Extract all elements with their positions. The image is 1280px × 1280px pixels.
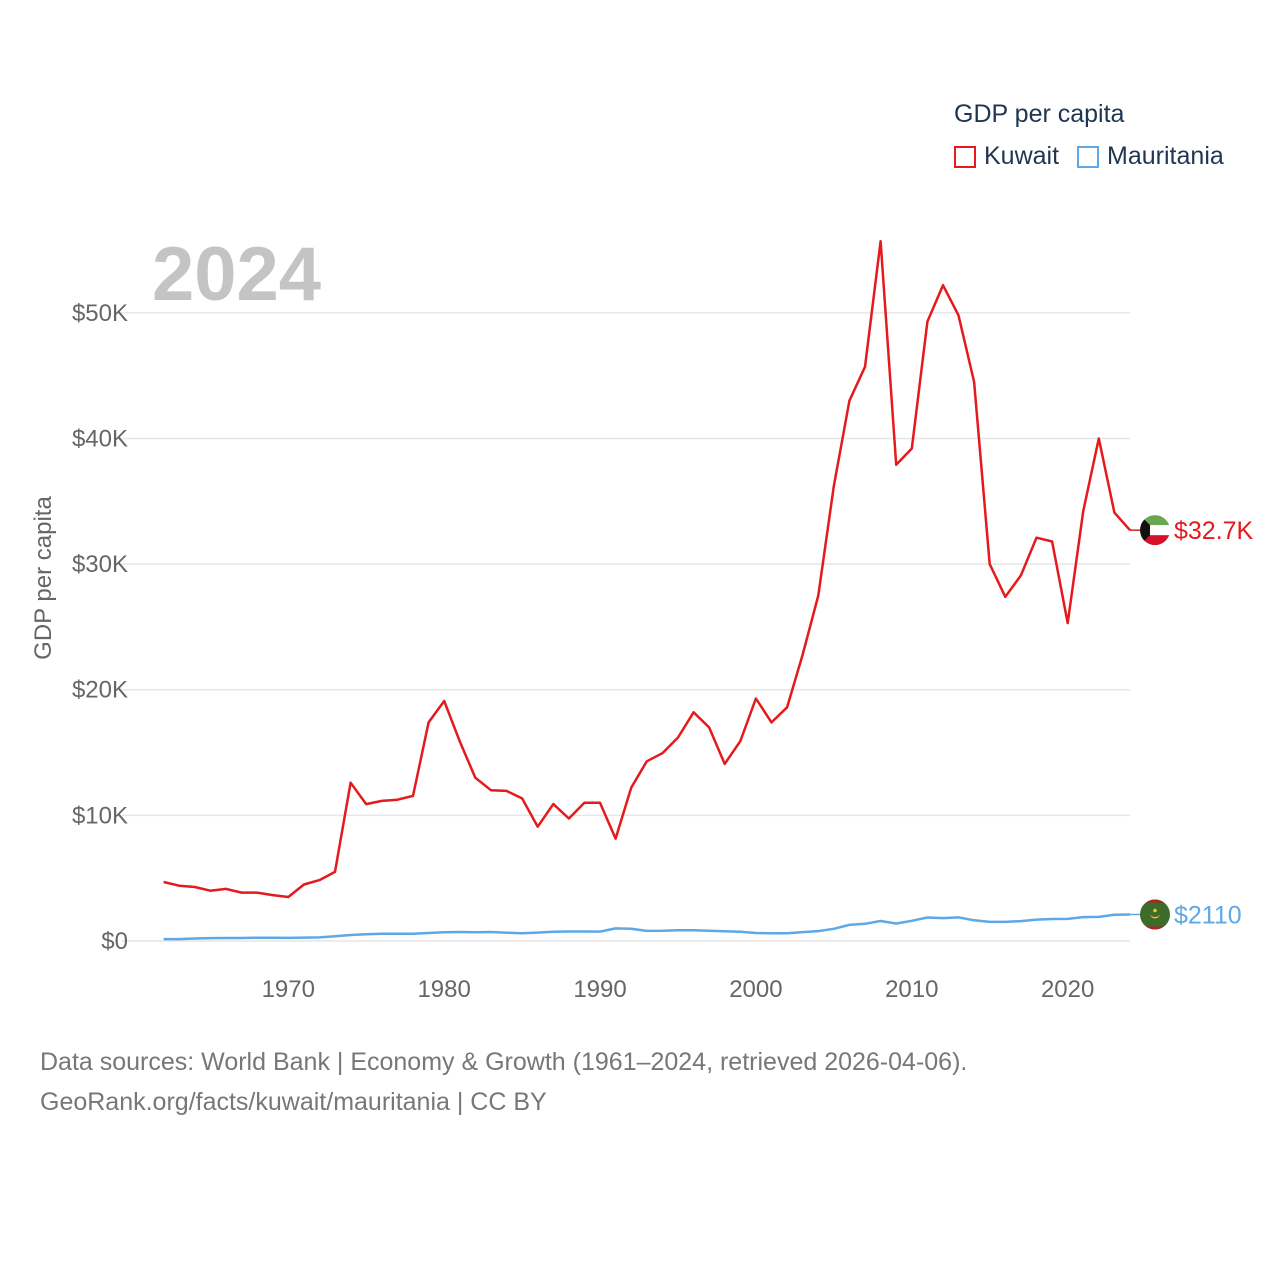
footer-credit[interactable]: GeoRank.org/facts/kuwait/mauritania | CC… [40, 1088, 547, 1116]
end-label-kuwait: $32.7K [1174, 517, 1254, 545]
y-tick-label: $50K [72, 300, 128, 327]
mauritania-flag-icon [1140, 899, 1170, 930]
y-tick-label: $10K [72, 802, 128, 829]
x-tick-label: 2000 [729, 976, 782, 1003]
y-tick-label: $20K [72, 677, 128, 704]
footer-sources: Data sources: World Bank | Economy & Gro… [40, 1048, 968, 1076]
kuwait-flag-icon [1140, 515, 1170, 546]
legend-swatch-kuwait [954, 145, 976, 168]
end-label-mauritania: $2110 [1174, 901, 1242, 929]
series-line-mauritania[interactable] [163, 913, 1131, 941]
y-axis-label: GDP per capita [30, 496, 57, 660]
legend: Kuwait Mauritania [954, 142, 1242, 171]
y-tick-label: $40K [72, 425, 128, 452]
year-watermark: 2024 [152, 232, 321, 317]
x-tick-label: 1990 [573, 976, 626, 1003]
x-tick-label: 2010 [885, 976, 938, 1003]
legend-item-kuwait[interactable]: Kuwait [954, 142, 1059, 171]
y-axis-ticks: $0 $10K $20K $30K $40K $50K [72, 300, 128, 955]
legend-item-mauritania[interactable]: Mauritania [1077, 142, 1224, 171]
legend-label-mauritania: Mauritania [1107, 142, 1224, 170]
footer: Data sources: World Bank | Economy & Gro… [40, 1042, 967, 1122]
legend-label-kuwait: Kuwait [984, 142, 1060, 170]
line-chart: 2024 GDP per capita $0 $10K $20K $30K $40K $5… [30, 232, 1254, 1003]
series-end-markers: $32.7K $2110 [1130, 515, 1254, 930]
gridlines [122, 312, 1130, 942]
legend-title: GDP per capita [954, 100, 1125, 128]
x-axis-ticks: 1970 1980 1990 2000 2010 2020 [262, 976, 1095, 1003]
x-tick-label: 2020 [1041, 976, 1094, 1003]
y-tick-label: $0 [101, 928, 128, 955]
x-tick-label: 1970 [262, 976, 315, 1003]
series-line-kuwait[interactable] [163, 239, 1131, 899]
y-tick-label: $30K [72, 551, 128, 578]
series-lines [163, 239, 1131, 941]
x-tick-label: 1980 [417, 976, 470, 1003]
legend-swatch-mauritania [1077, 145, 1100, 168]
